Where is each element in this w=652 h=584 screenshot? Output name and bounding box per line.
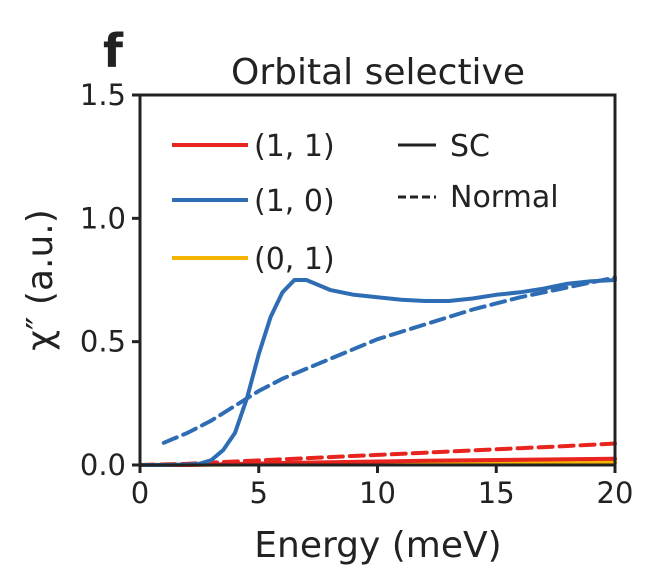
legend-label-1-1: (1, 1) (254, 129, 335, 164)
series-line-1-1-dashed (138, 441, 617, 467)
legend-label-1-0: (1, 0) (254, 184, 335, 219)
x-tick-label: 15 (478, 476, 515, 510)
x-tick-label: 20 (597, 476, 634, 510)
chart-title: Orbital selective (231, 52, 525, 93)
series-layer (138, 275, 617, 467)
panel-label: f (103, 24, 124, 78)
series-line-1-0-dashed (161, 275, 617, 445)
x-axis-label: Energy (meV) (254, 525, 501, 566)
x-tick-label: 5 (250, 476, 268, 510)
y-tick-label: 1.5 (80, 78, 126, 112)
y-tick-label: 1.0 (80, 201, 126, 235)
y-tick-label: 0.5 (80, 325, 126, 359)
x-tick-label: 10 (359, 476, 396, 510)
legend: (1, 1) (1, 0) (0, 1) SC Normal (172, 129, 559, 277)
legend-label-0-1: (0, 1) (254, 242, 335, 277)
y-tick-label: 0.0 (80, 448, 126, 482)
legend-solid-label: SC (450, 129, 490, 164)
y-axis-label: χ″ (a.u.) (20, 209, 61, 351)
plot-frame (138, 93, 617, 467)
ticks-layer: 0 5 10 15 20 0.0 0.5 1.0 1.5 (80, 78, 634, 510)
legend-dashed-label: Normal (450, 180, 559, 215)
x-tick-label: 0 (131, 476, 149, 510)
series-line-1-0-solid (138, 278, 617, 467)
